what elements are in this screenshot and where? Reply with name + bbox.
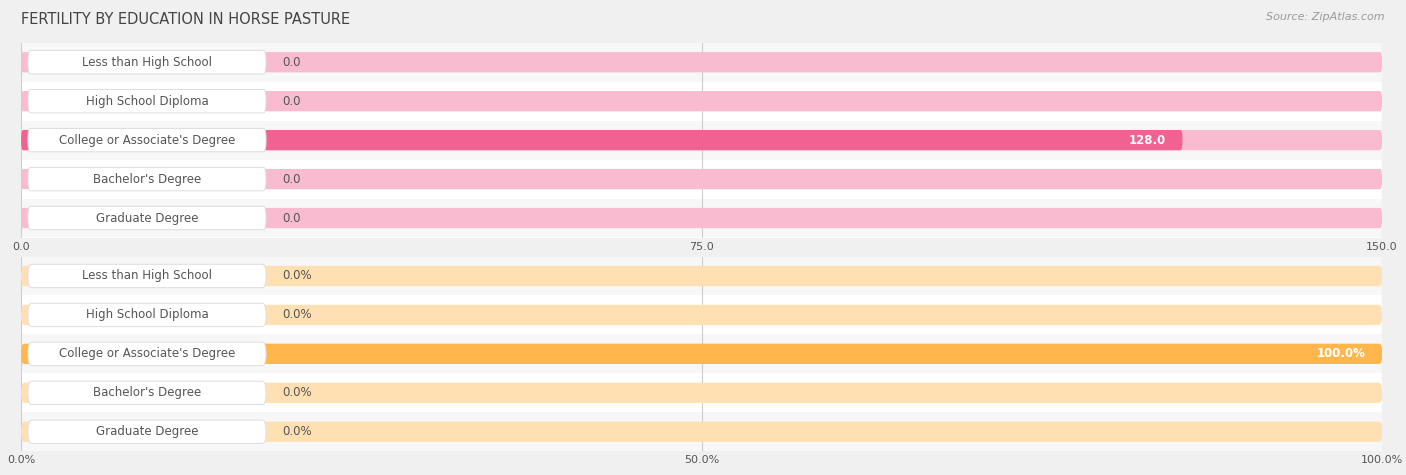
FancyBboxPatch shape <box>21 169 1382 189</box>
Text: 0.0%: 0.0% <box>283 425 312 438</box>
FancyBboxPatch shape <box>21 422 1382 442</box>
Text: College or Associate's Degree: College or Associate's Degree <box>59 133 235 147</box>
FancyBboxPatch shape <box>28 420 266 444</box>
Bar <box>21 256 1382 295</box>
Text: 0.0: 0.0 <box>283 211 301 225</box>
FancyBboxPatch shape <box>21 266 1382 286</box>
FancyBboxPatch shape <box>28 206 266 230</box>
Bar <box>21 295 1382 334</box>
FancyBboxPatch shape <box>21 91 1382 111</box>
Text: Source: ZipAtlas.com: Source: ZipAtlas.com <box>1267 12 1385 22</box>
Text: Graduate Degree: Graduate Degree <box>96 211 198 225</box>
Text: FERTILITY BY EDUCATION IN HORSE PASTURE: FERTILITY BY EDUCATION IN HORSE PASTURE <box>21 12 350 27</box>
Text: 0.0%: 0.0% <box>283 269 312 283</box>
FancyBboxPatch shape <box>28 342 266 366</box>
Bar <box>21 121 1382 160</box>
Text: Less than High School: Less than High School <box>82 269 212 283</box>
Text: High School Diploma: High School Diploma <box>86 308 208 322</box>
Text: 0.0: 0.0 <box>283 95 301 108</box>
Bar <box>21 334 1382 373</box>
Text: Less than High School: Less than High School <box>82 56 212 69</box>
FancyBboxPatch shape <box>28 50 266 74</box>
FancyBboxPatch shape <box>21 383 1382 403</box>
FancyBboxPatch shape <box>21 344 1382 364</box>
FancyBboxPatch shape <box>28 167 266 191</box>
FancyBboxPatch shape <box>28 381 266 405</box>
Text: 0.0%: 0.0% <box>283 386 312 399</box>
Bar <box>21 199 1382 238</box>
Text: 128.0: 128.0 <box>1129 133 1166 147</box>
FancyBboxPatch shape <box>21 305 1382 325</box>
Bar <box>21 160 1382 199</box>
Text: 0.0: 0.0 <box>283 56 301 69</box>
FancyBboxPatch shape <box>28 89 266 113</box>
Text: 0.0%: 0.0% <box>283 308 312 322</box>
Text: Bachelor's Degree: Bachelor's Degree <box>93 386 201 399</box>
FancyBboxPatch shape <box>21 208 1382 228</box>
Text: 100.0%: 100.0% <box>1317 347 1365 361</box>
Bar <box>21 373 1382 412</box>
FancyBboxPatch shape <box>28 264 266 288</box>
Text: High School Diploma: High School Diploma <box>86 95 208 108</box>
Text: Bachelor's Degree: Bachelor's Degree <box>93 172 201 186</box>
FancyBboxPatch shape <box>21 344 1382 364</box>
FancyBboxPatch shape <box>21 130 1182 150</box>
FancyBboxPatch shape <box>28 128 266 152</box>
FancyBboxPatch shape <box>21 130 1382 150</box>
Text: Graduate Degree: Graduate Degree <box>96 425 198 438</box>
Bar <box>21 82 1382 121</box>
FancyBboxPatch shape <box>28 303 266 327</box>
Bar <box>21 43 1382 82</box>
Text: 0.0: 0.0 <box>283 172 301 186</box>
FancyBboxPatch shape <box>21 52 1382 72</box>
Text: College or Associate's Degree: College or Associate's Degree <box>59 347 235 361</box>
Bar <box>21 412 1382 451</box>
